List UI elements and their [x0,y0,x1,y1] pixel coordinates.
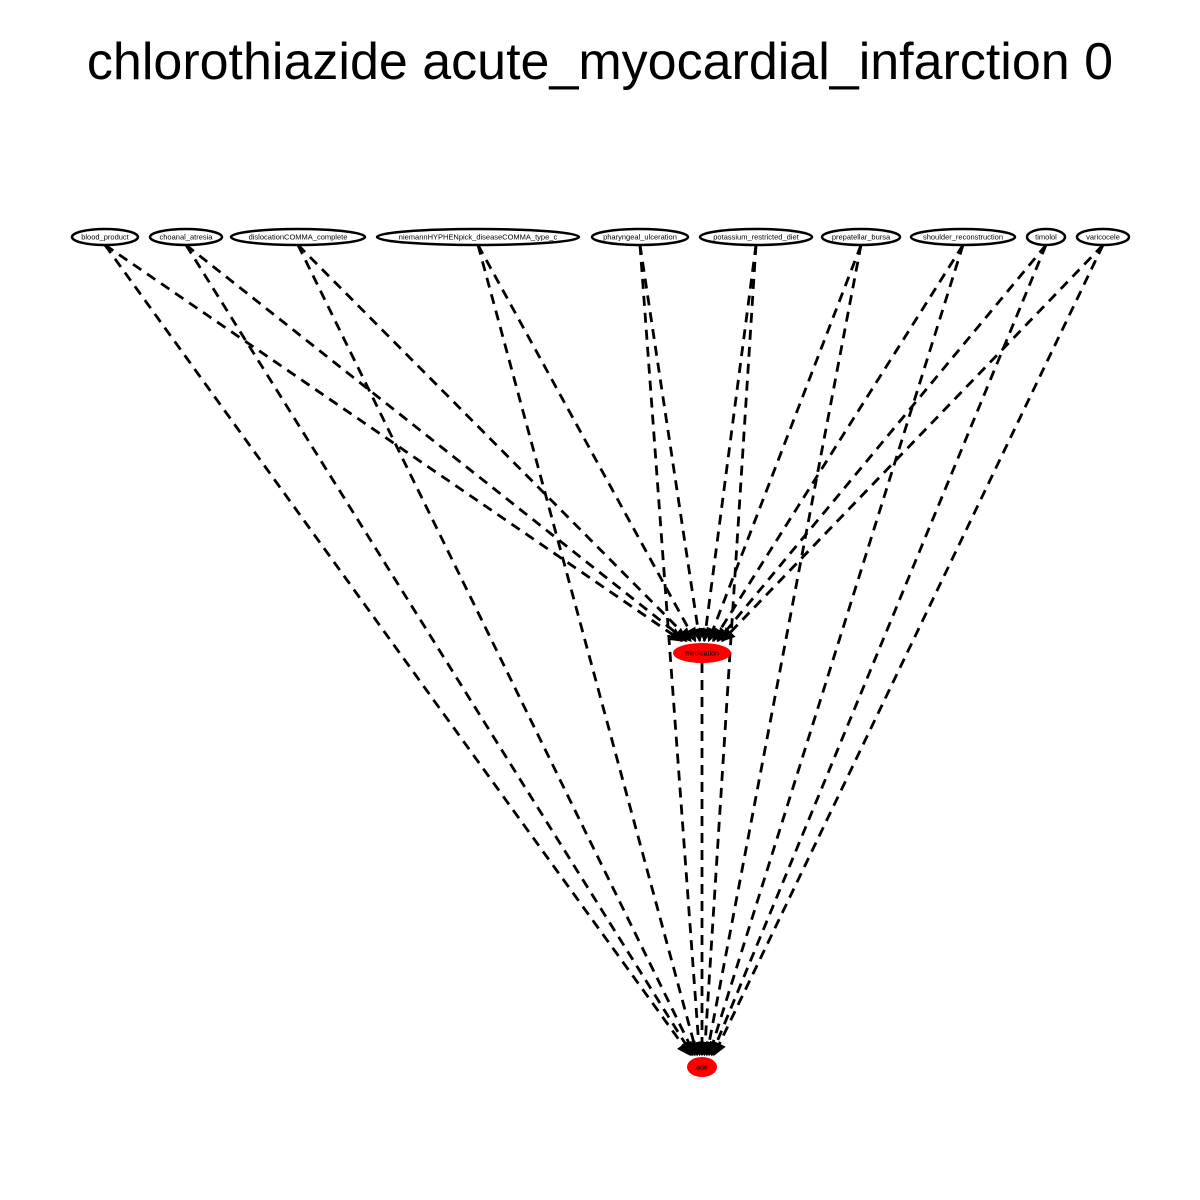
node-label-blood_product: blood_product [81,233,129,242]
node-label-ade: ade [696,1065,708,1072]
node-label-pharyngeal_ulceration: pharyngeal_ulceration [603,233,677,242]
node-shoulder_reconstruction: shoulder_reconstruction [909,227,1017,247]
node-label-medication: medication [685,651,719,658]
edge-shoulder_reconstruction-to-medication [711,244,965,643]
node-timolol: timolol [1025,227,1067,247]
node-varicocele: varicocele [1075,227,1131,247]
edge-niemann_pick-to-ade [476,244,701,1057]
edge-shoulder_reconstruction-to-ade [706,244,965,1057]
node-label-niemann_pick: niemannHYPHENpick_diseaseCOMMA_type_c [399,233,558,242]
node-shape-ade [687,1057,717,1077]
node-shape-prepatellar_bursa [820,227,902,247]
node-potassium_restricted_diet: potassium_restricted_diet [698,227,814,247]
node-choanal_atresia: choanal_atresia [148,227,224,247]
edge-pharyngeal_ulceration-to-medication [638,244,705,643]
edge-choanal_atresia-to-ade [184,244,694,1057]
edge-varicocele-to-medication [720,244,1105,643]
edge-dislocation_complete-to-medication [297,244,692,642]
node-label-timolol: timolol [1035,233,1057,242]
node-shape-blood_product [70,227,140,247]
node-shape-choanal_atresia [148,227,224,247]
node-label-dislocation_complete: dislocationCOMMA_complete [249,233,348,242]
node-shape-timolol [1025,227,1067,247]
edge-varicocele-to-ade [712,244,1105,1057]
edge-niemann_pick-to-medication [476,244,697,643]
node-label-potassium_restricted_diet: potassium_restricted_diet [713,233,799,242]
edge-prepatellar_bursa-to-medication [706,244,863,643]
node-ade: ade [687,1057,717,1077]
node-dislocation_complete: dislocationCOMMA_complete [229,227,367,247]
edge-timolol-to-medication [716,244,1048,643]
node-shape-varicocele [1075,227,1131,247]
node-shape-pharyngeal_ulceration [590,227,690,247]
node-label-shoulder_reconstruction: shoulder_reconstruction [923,233,1003,242]
edge-timolol-to-ade [709,244,1048,1057]
node-shape-medication [673,643,731,663]
node-prepatellar_bursa: prepatellar_bursa [820,227,902,247]
edge-blood_product-to-ade [103,244,692,1057]
node-pharyngeal_ulceration: pharyngeal_ulceration [590,227,690,247]
edge-potassium_restricted_diet-to-medication [698,244,758,643]
node-shape-shoulder_reconstruction [909,227,1017,247]
node-niemann_pick: niemannHYPHENpick_diseaseCOMMA_type_c [375,227,581,247]
node-label-prepatellar_bursa: prepatellar_bursa [832,233,891,242]
node-label-choanal_atresia: choanal_atresia [160,233,214,242]
node-shape-niemann_pick [375,227,581,247]
edge-dislocation_complete-to-ade [296,244,697,1057]
node-blood_product: blood_product [70,227,140,247]
node-medication: medication [673,643,731,663]
edges [103,243,1105,1057]
diagram-title: chlorothiazide acute_myocardial_infarcti… [86,33,1114,91]
node-label-varicocele: varicocele [1086,233,1120,242]
edge-blood_product-to-medication [104,243,684,643]
edge-prepatellar_bursa-to-ade [702,244,863,1057]
edge-choanal_atresia-to-medication [185,243,688,643]
node-shape-dislocation_complete [229,227,367,247]
nodes: blood_product choanal_atresia dislocationC… [70,227,1131,1077]
node-shape-potassium_restricted_diet [698,227,814,247]
